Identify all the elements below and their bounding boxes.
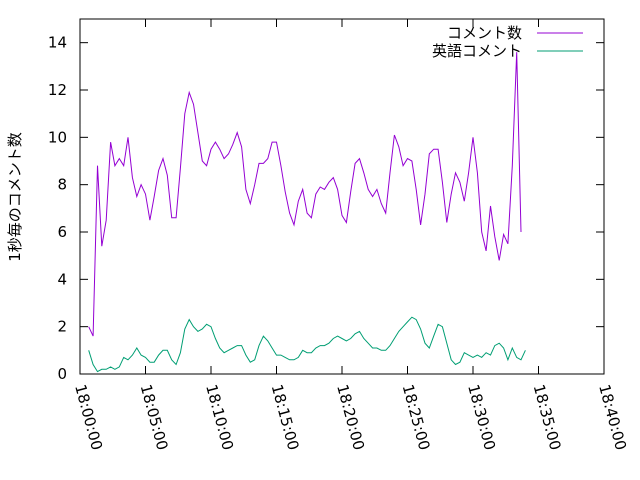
legend-label: コメント数 [447, 24, 522, 42]
series-line-0 [88, 52, 522, 337]
x-tick-label: 18:05:00 [137, 382, 172, 452]
y-tick-label: 4 [57, 270, 67, 288]
x-tick-label: 18:35:00 [530, 382, 565, 452]
y-axis-label: 1秒毎のコメント数 [6, 132, 24, 262]
series-lines [88, 52, 526, 373]
legend-label: 英語コメント [432, 42, 522, 60]
x-axis-ticks: 18:00:00 18:05:00 18:10:00 18:15:00 18:20:00… [71, 19, 630, 452]
y-axis-ticks: 0 2 4 6 8 10 12 14 [48, 34, 604, 383]
x-tick-label: 18:15:00 [268, 382, 303, 452]
x-tick-label: 18:30:00 [464, 382, 499, 452]
y-tick-label: 2 [57, 318, 67, 336]
x-tick-label: 18:25:00 [399, 382, 434, 452]
y-tick-label: 6 [57, 223, 67, 241]
x-tick-label: 18:20:00 [333, 382, 368, 452]
y-tick-label: 14 [48, 34, 67, 52]
series-line-1 [88, 316, 526, 373]
plot-border [79, 18, 605, 375]
y-tick-label: 0 [57, 365, 67, 383]
x-tick-label: 18:10:00 [202, 382, 237, 452]
x-tick-label: 18:00:00 [71, 382, 106, 452]
y-tick-label: 10 [48, 128, 67, 146]
y-tick-label: 8 [57, 176, 67, 194]
x-tick-label: 18:40:00 [595, 382, 630, 452]
y-tick-label: 12 [48, 81, 67, 99]
plot-frame [79, 18, 605, 375]
